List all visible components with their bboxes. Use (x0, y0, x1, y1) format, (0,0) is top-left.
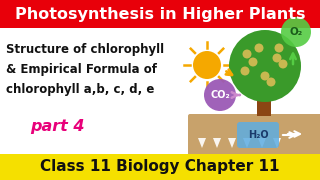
Circle shape (275, 44, 284, 53)
Text: O₂: O₂ (289, 27, 303, 37)
Bar (0, 0, 320, 28)
Circle shape (254, 44, 263, 53)
Text: part 4: part 4 (30, 118, 84, 134)
Text: & Empirical Formula of: & Empirical Formula of (6, 64, 157, 76)
Bar (0, 154, 320, 180)
Circle shape (281, 17, 311, 47)
Text: Photosynthesis in Higher Plants: Photosynthesis in Higher Plants (15, 6, 305, 21)
Text: CO₂: CO₂ (210, 90, 230, 100)
Circle shape (193, 51, 221, 79)
FancyBboxPatch shape (237, 122, 279, 148)
Circle shape (273, 53, 282, 62)
FancyBboxPatch shape (188, 114, 320, 156)
Text: H₂O: H₂O (248, 130, 268, 140)
Polygon shape (228, 138, 236, 148)
Text: Structure of chlorophyll: Structure of chlorophyll (6, 44, 164, 57)
Text: chlorophyll a,b, c, d, e: chlorophyll a,b, c, d, e (6, 84, 154, 96)
Circle shape (249, 57, 258, 66)
Circle shape (243, 50, 252, 59)
Polygon shape (213, 138, 221, 148)
Circle shape (267, 78, 276, 87)
Circle shape (241, 66, 250, 75)
Circle shape (278, 60, 287, 69)
Polygon shape (258, 138, 266, 148)
Polygon shape (273, 138, 281, 148)
Bar (257, 88, 271, 116)
Polygon shape (243, 138, 251, 148)
Polygon shape (198, 138, 206, 148)
Text: Class 11 Biology Chapter 11: Class 11 Biology Chapter 11 (40, 159, 280, 174)
Circle shape (204, 79, 236, 111)
Circle shape (260, 71, 269, 80)
Circle shape (229, 30, 301, 102)
